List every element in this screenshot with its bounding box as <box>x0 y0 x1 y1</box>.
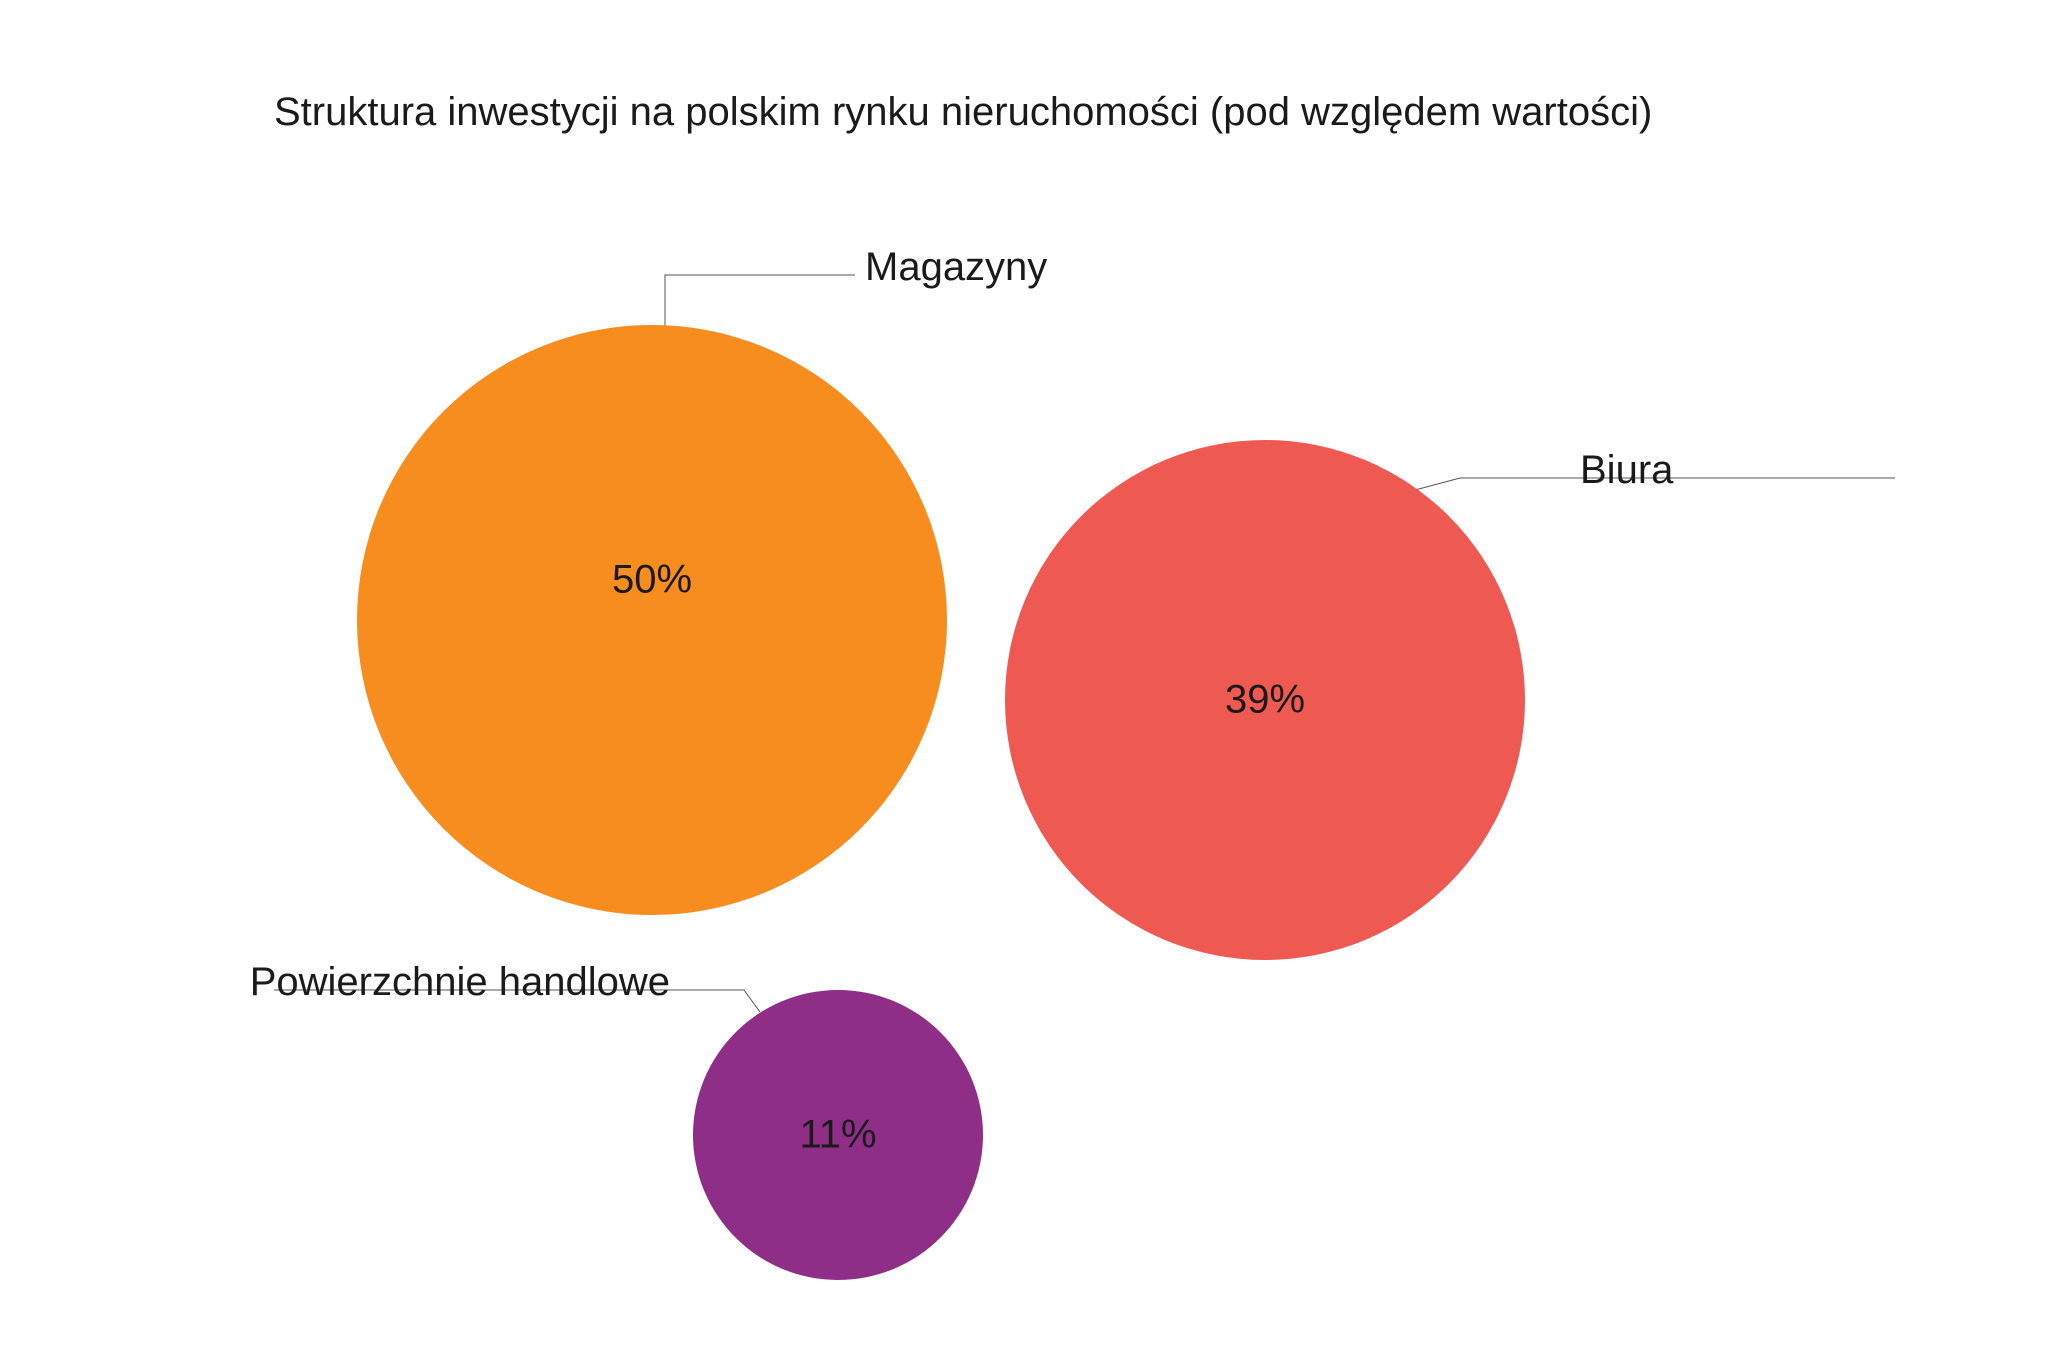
chart-canvas: Struktura inwestycji na polskim rynku ni… <box>0 0 2048 1366</box>
bubble-handlowe-label: Powierzchnie handlowe <box>250 960 670 1005</box>
bubble-biura-value: 39% <box>1225 678 1305 723</box>
bubble-magazyny-value: 50% <box>612 558 692 603</box>
leader-magazyny <box>665 275 855 326</box>
bubble-magazyny-label: Magazyny <box>865 245 1047 290</box>
bubble-biura-label: Biura <box>1580 448 1673 493</box>
bubble-magazyny <box>357 325 947 915</box>
bubble-handlowe-value: 11% <box>799 1113 876 1158</box>
